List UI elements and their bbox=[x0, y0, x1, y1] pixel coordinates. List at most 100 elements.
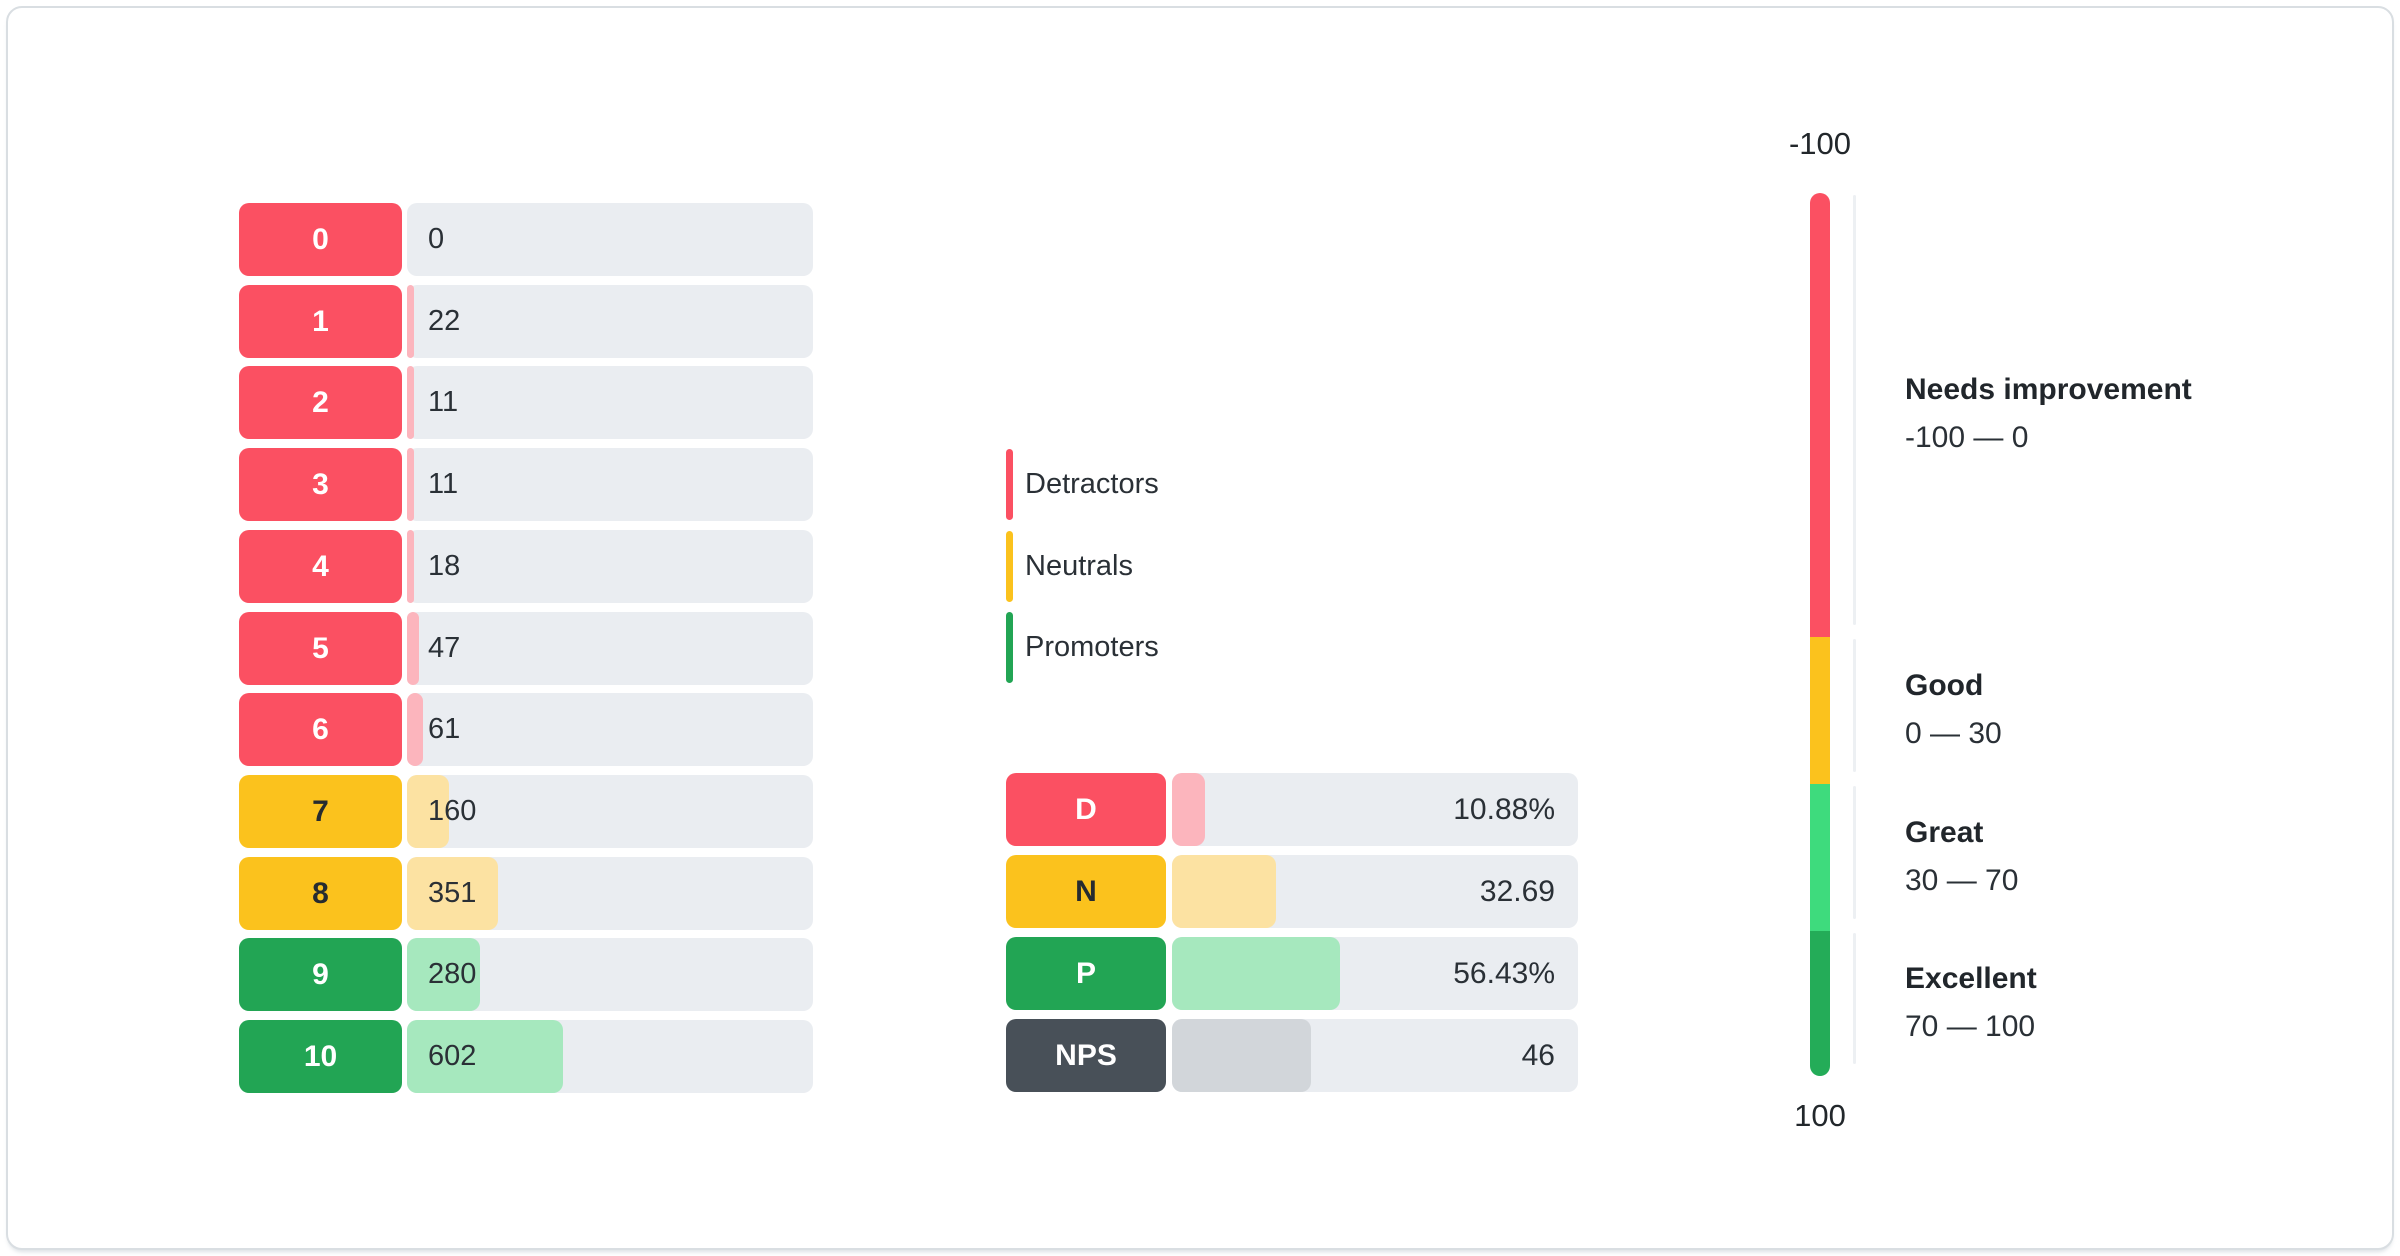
score-row-5: 5 47 bbox=[239, 612, 813, 685]
score-count: 11 bbox=[428, 386, 459, 418]
score-track bbox=[407, 857, 813, 930]
summary-pill: N bbox=[1006, 855, 1166, 928]
score-pill: 4 bbox=[239, 530, 402, 603]
score-fill bbox=[407, 366, 414, 439]
score-row-8: 8 351 bbox=[239, 857, 813, 930]
gauge-segment-1 bbox=[1810, 193, 1830, 637]
score-row-4: 4 18 bbox=[239, 530, 813, 603]
summary-pill: D bbox=[1006, 773, 1166, 846]
legend-swatch-icon bbox=[1006, 449, 1013, 520]
gauge-zone-title: Good bbox=[1905, 669, 1984, 702]
summary-pill: P bbox=[1006, 937, 1166, 1010]
score-count: 280 bbox=[428, 958, 477, 990]
score-fill bbox=[407, 285, 414, 358]
score-pill: 0 bbox=[239, 203, 402, 276]
score-track bbox=[407, 285, 813, 358]
gauge-max-positive-label: 100 bbox=[1794, 1098, 1846, 1133]
score-count: 602 bbox=[428, 1040, 477, 1072]
score-row-9: 9 280 bbox=[239, 938, 813, 1011]
score-count: 22 bbox=[428, 305, 461, 337]
score-fill bbox=[407, 612, 419, 685]
score-fill bbox=[407, 693, 423, 766]
score-fill bbox=[407, 448, 414, 521]
legend-item-neutral[interactable]: Neutrals bbox=[1006, 530, 1306, 603]
summary-fill bbox=[1172, 855, 1276, 928]
legend-label: Neutrals bbox=[1025, 550, 1133, 582]
gauge-zone-range: 0 — 30 bbox=[1905, 717, 2002, 750]
legend-label: Promoters bbox=[1025, 631, 1159, 663]
summary-row-nps: NPS 46 bbox=[1006, 1019, 1580, 1092]
gauge-segment-2 bbox=[1810, 637, 1830, 784]
summary-track bbox=[1172, 773, 1578, 846]
score-count: 11 bbox=[428, 468, 459, 500]
gauge-zone-range: 70 — 100 bbox=[1905, 1010, 2036, 1043]
legend-swatch-icon bbox=[1006, 531, 1013, 602]
gauge-zone-title: Excellent bbox=[1905, 962, 2037, 995]
gauge-zone-range: 30 — 70 bbox=[1905, 864, 2019, 897]
gauge-zone-1: Needs improvement -100 — 0 bbox=[1905, 371, 2325, 457]
summary-row-p: P 56.43% bbox=[1006, 937, 1580, 1010]
score-pill: 7 bbox=[239, 775, 402, 848]
gauge-segment-3 bbox=[1810, 784, 1830, 931]
score-track bbox=[407, 775, 813, 848]
summary-fill bbox=[1172, 773, 1205, 846]
score-track bbox=[407, 366, 813, 439]
score-track bbox=[407, 612, 813, 685]
score-track bbox=[407, 1020, 813, 1093]
score-track bbox=[407, 203, 813, 276]
score-row-10: 10 602 bbox=[239, 1020, 813, 1093]
score-fill bbox=[407, 938, 480, 1011]
summary-row-d: D 10.88% bbox=[1006, 773, 1580, 846]
gauge-segment-4 bbox=[1810, 931, 1830, 1076]
summary-row-n: N 32.69 bbox=[1006, 855, 1580, 928]
summary-fill bbox=[1172, 937, 1340, 1010]
score-track bbox=[407, 448, 813, 521]
summary-fill bbox=[1172, 1019, 1311, 1092]
gauge-divider-segment bbox=[1853, 786, 1856, 919]
score-row-7: 7 160 bbox=[239, 775, 813, 848]
summary-value: 32.69 bbox=[1479, 874, 1555, 908]
score-track bbox=[407, 693, 813, 766]
score-track bbox=[407, 530, 813, 603]
score-row-6: 6 61 bbox=[239, 693, 813, 766]
summary-pill: NPS bbox=[1006, 1019, 1166, 1092]
gauge-zone-range: -100 — 0 bbox=[1905, 421, 2029, 454]
score-fill bbox=[407, 530, 414, 603]
legend-item-promoter[interactable]: Promoters bbox=[1006, 611, 1306, 684]
score-fill bbox=[407, 775, 449, 848]
gauge-divider-segment bbox=[1853, 639, 1856, 772]
score-pill: 2 bbox=[239, 366, 402, 439]
score-count: 0 bbox=[428, 223, 445, 255]
summary-value: 56.43% bbox=[1453, 956, 1555, 990]
summary-value: 10.88% bbox=[1453, 792, 1555, 826]
nps-report-card: 0 0 1 22 2 11 3 11 4 18 5 47 6 61 7 160 8 351 9 280 10 602 De… bbox=[6, 6, 2394, 1250]
summary-track bbox=[1172, 855, 1578, 928]
score-fill bbox=[407, 857, 498, 930]
score-track bbox=[407, 938, 813, 1011]
gauge-divider-segment bbox=[1853, 933, 1856, 1064]
score-row-1: 1 22 bbox=[239, 285, 813, 358]
score-pill: 1 bbox=[239, 285, 402, 358]
gauge-zone-title: Great bbox=[1905, 816, 1984, 849]
gauge-zone-2: Good 0 — 30 bbox=[1905, 667, 2325, 753]
gauge-zone-4: Excellent 70 — 100 bbox=[1905, 960, 2325, 1046]
nps-summary-chart: D 10.88% N 32.69 P 56.43% NPS 46 bbox=[1006, 773, 1580, 1093]
summary-value: 46 bbox=[1521, 1038, 1555, 1072]
legend-swatch-icon bbox=[1006, 612, 1013, 683]
score-count: 61 bbox=[428, 713, 461, 745]
score-count: 160 bbox=[428, 795, 477, 827]
gauge-max-negative-label: -100 bbox=[1788, 126, 1852, 161]
score-count: 47 bbox=[428, 632, 461, 664]
score-row-2: 2 11 bbox=[239, 366, 813, 439]
score-pill: 10 bbox=[239, 1020, 402, 1093]
score-pill: 9 bbox=[239, 938, 402, 1011]
gauge-zone-3: Great 30 — 70 bbox=[1905, 814, 2325, 900]
nps-gauge-bar bbox=[1810, 193, 1830, 1076]
legend-label: Detractors bbox=[1025, 468, 1159, 500]
score-pill: 6 bbox=[239, 693, 402, 766]
gauge-zone-title: Needs improvement bbox=[1905, 373, 2192, 406]
gauge-divider-segment bbox=[1853, 195, 1856, 625]
score-row-3: 3 11 bbox=[239, 448, 813, 521]
legend-item-detractor[interactable]: Detractors bbox=[1006, 448, 1306, 521]
